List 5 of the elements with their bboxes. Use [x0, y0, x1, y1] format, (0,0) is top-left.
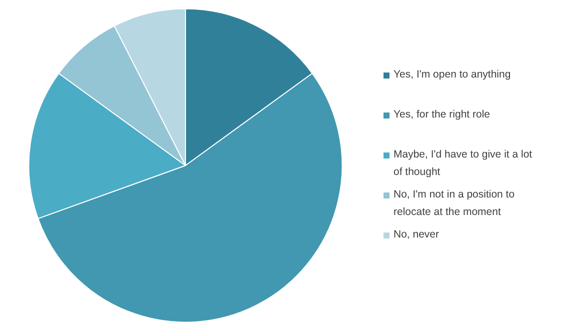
legend-label: No, never	[394, 228, 440, 240]
legend-label: Yes, for the right role	[394, 108, 490, 120]
legend-label: Yes, I'm open to anything	[394, 68, 511, 80]
legend-label: Maybe, I'd have to give it a lot of thought	[394, 148, 532, 178]
legend-label: No, I'm not in a position to relocate at the moment	[394, 188, 515, 218]
